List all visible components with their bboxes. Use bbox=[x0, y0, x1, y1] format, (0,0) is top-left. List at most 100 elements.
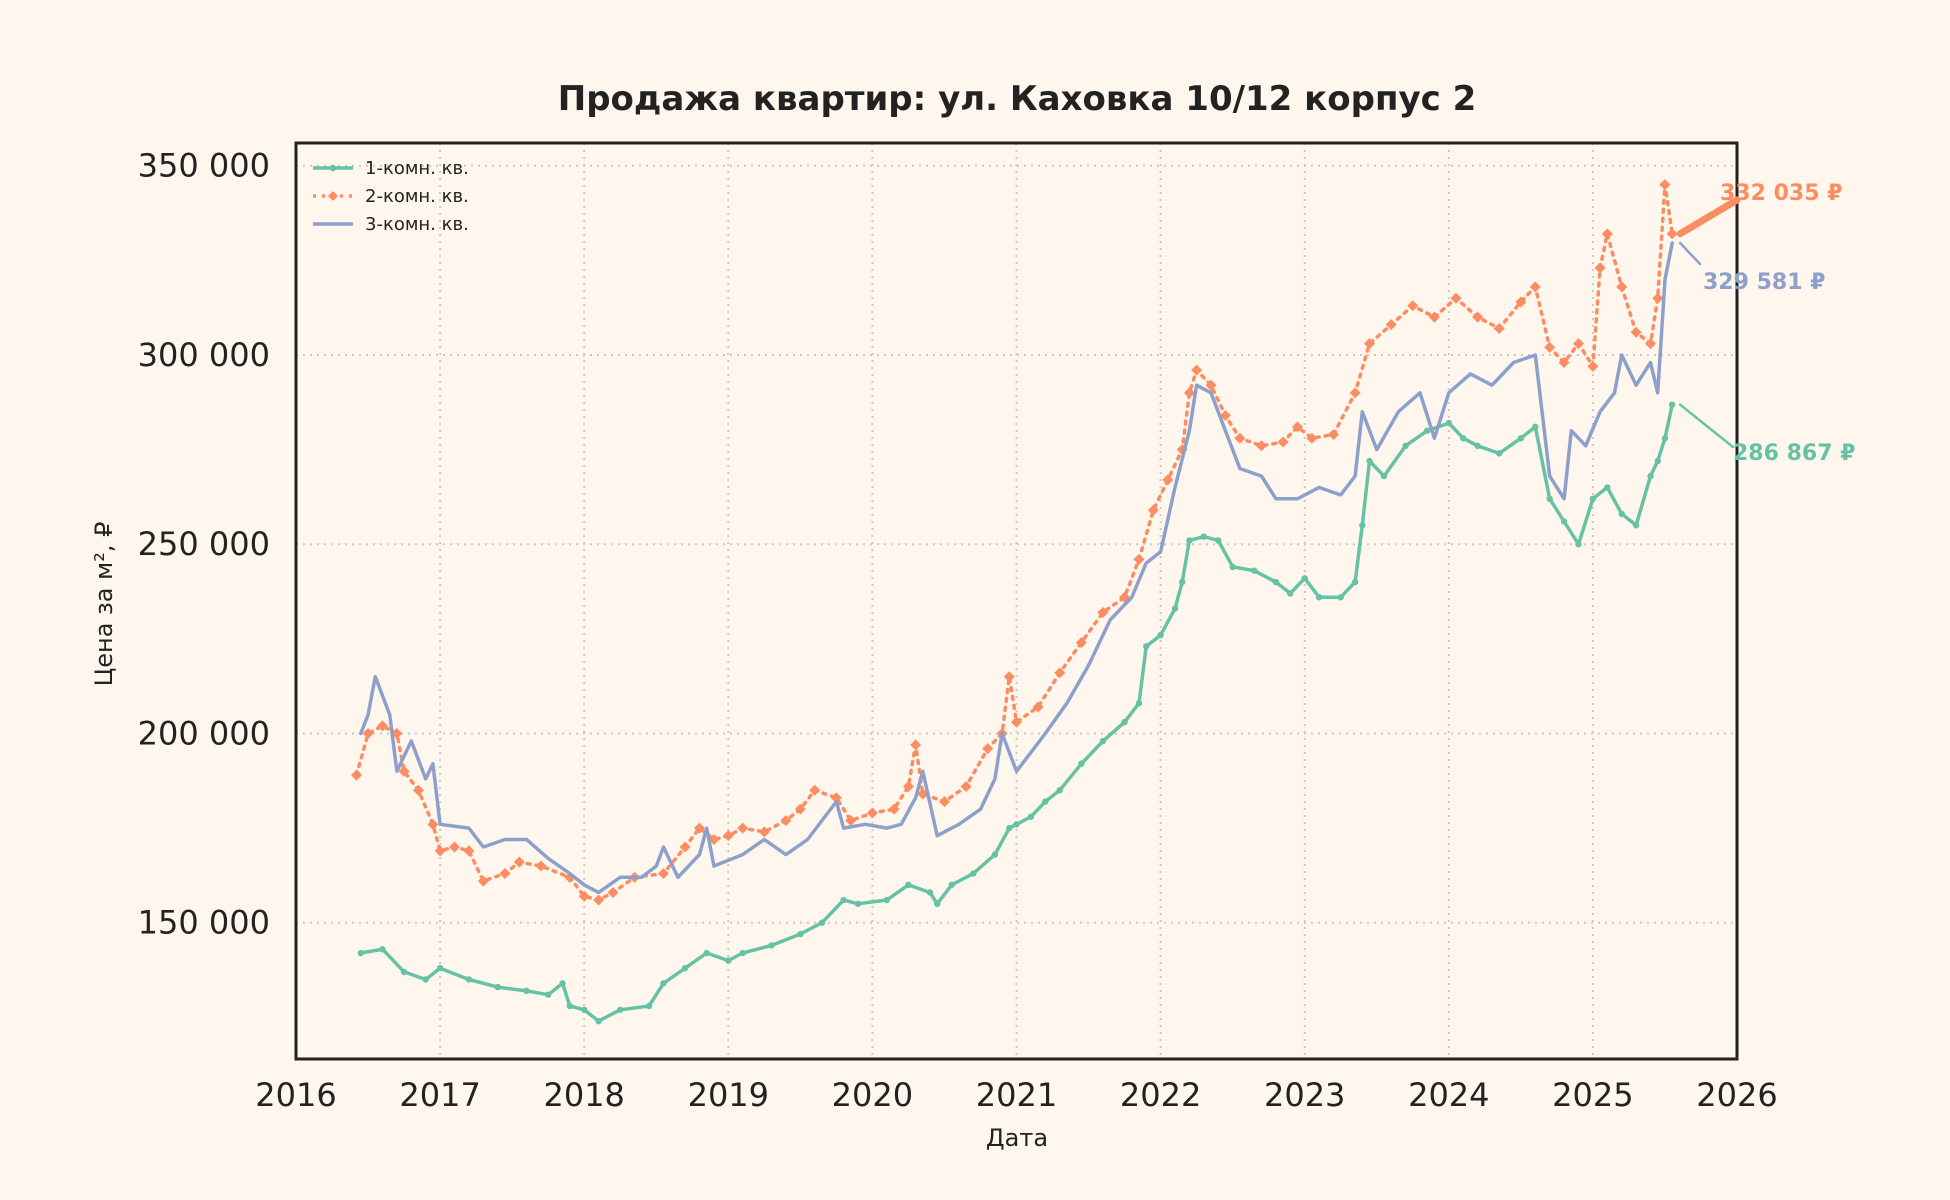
data-point bbox=[578, 890, 590, 902]
data-point bbox=[1219, 410, 1231, 422]
data-point bbox=[617, 1006, 624, 1013]
x-tick-label: 2022 bbox=[1120, 1076, 1201, 1114]
series-2 bbox=[351, 179, 1678, 906]
data-point bbox=[758, 826, 770, 838]
legend-marker bbox=[328, 191, 338, 201]
data-point bbox=[1328, 428, 1340, 440]
data-point bbox=[809, 784, 821, 796]
data-point bbox=[465, 976, 473, 983]
data-point bbox=[1135, 699, 1143, 707]
x-tick-label: 2019 bbox=[688, 1076, 769, 1114]
data-point bbox=[1544, 341, 1556, 353]
data-point bbox=[1654, 457, 1661, 465]
data-point bbox=[1032, 701, 1044, 713]
data-point bbox=[679, 841, 691, 853]
series-3 bbox=[359, 241, 1674, 895]
data-point bbox=[1054, 667, 1066, 679]
data-point bbox=[818, 919, 826, 926]
legend-label: 1-комн. кв. bbox=[365, 158, 469, 179]
data-point bbox=[1056, 787, 1063, 794]
y-tick-label: 150 000 bbox=[138, 904, 270, 942]
data-point bbox=[902, 780, 914, 792]
data-point bbox=[1594, 262, 1606, 274]
data-point bbox=[1618, 510, 1625, 518]
y-tick-label: 350 000 bbox=[138, 147, 270, 185]
data-point bbox=[357, 949, 365, 957]
data-point bbox=[422, 976, 429, 983]
data-point bbox=[1575, 541, 1582, 548]
data-point bbox=[681, 964, 689, 972]
data-point bbox=[722, 830, 734, 842]
end-labels: 286 867 ₽ 332 035 ₽ 329 581 ₽ bbox=[1676, 181, 1855, 466]
data-point bbox=[970, 870, 977, 877]
end-label-leader bbox=[1678, 403, 1735, 449]
data-point bbox=[1200, 533, 1208, 540]
x-tick-label: 2020 bbox=[832, 1076, 913, 1114]
data-point bbox=[657, 868, 669, 880]
data-point bbox=[1364, 338, 1376, 350]
data-point bbox=[1042, 798, 1049, 805]
data-point bbox=[1558, 357, 1570, 369]
data-point bbox=[1560, 518, 1568, 525]
data-point bbox=[1587, 360, 1599, 372]
x-axis-label: Дата bbox=[986, 1124, 1048, 1152]
data-point bbox=[1428, 311, 1440, 323]
data-point bbox=[595, 1017, 602, 1025]
data-point bbox=[1306, 432, 1318, 444]
data-point bbox=[1162, 474, 1174, 486]
data-point bbox=[1385, 319, 1397, 331]
data-point bbox=[362, 727, 374, 739]
data-point bbox=[1078, 760, 1085, 767]
y-tick-label: 300 000 bbox=[138, 336, 270, 374]
data-point bbox=[1291, 421, 1303, 433]
data-point bbox=[436, 964, 444, 972]
data-point bbox=[1517, 435, 1525, 442]
data-point bbox=[1493, 322, 1505, 334]
y-axis-label: Цена за м², ₽ bbox=[90, 522, 118, 687]
data-point bbox=[725, 957, 732, 964]
data-point bbox=[645, 1002, 653, 1010]
data-point bbox=[1006, 824, 1013, 832]
data-point bbox=[938, 796, 950, 808]
data-point bbox=[1472, 311, 1484, 323]
data-point bbox=[905, 881, 912, 889]
data-point bbox=[1075, 637, 1087, 649]
data-point bbox=[1668, 401, 1676, 408]
data-point bbox=[960, 780, 972, 792]
data-point bbox=[1407, 300, 1419, 312]
x-tick-label: 2016 bbox=[255, 1076, 336, 1114]
data-point bbox=[1532, 423, 1539, 431]
data-point bbox=[1661, 435, 1669, 442]
data-point bbox=[581, 1006, 588, 1013]
data-point bbox=[1234, 432, 1246, 444]
data-point bbox=[866, 807, 878, 819]
data-point bbox=[1337, 594, 1344, 601]
data-point bbox=[1546, 495, 1553, 503]
series-layer bbox=[351, 179, 1678, 1025]
data-point bbox=[797, 930, 804, 938]
end-label-leader bbox=[1678, 241, 1702, 266]
data-point bbox=[1255, 440, 1267, 452]
data-point bbox=[523, 987, 530, 995]
x-tick-label: 2024 bbox=[1408, 1076, 1489, 1114]
data-point bbox=[1604, 484, 1611, 491]
data-point bbox=[703, 949, 710, 957]
data-point bbox=[434, 845, 446, 857]
x-tick-label: 2023 bbox=[1264, 1076, 1345, 1114]
data-point bbox=[1601, 228, 1613, 240]
data-point bbox=[1589, 495, 1597, 503]
y-tick-label: 200 000 bbox=[138, 714, 270, 752]
data-point bbox=[1003, 671, 1015, 683]
data-point bbox=[400, 968, 408, 976]
data-point bbox=[449, 841, 461, 853]
data-point bbox=[593, 894, 605, 906]
data-point bbox=[1287, 590, 1294, 597]
data-point bbox=[768, 942, 775, 949]
series-line bbox=[354, 182, 1674, 902]
data-point bbox=[1251, 567, 1258, 574]
data-point bbox=[1632, 522, 1640, 529]
data-point bbox=[780, 815, 792, 827]
data-point bbox=[1515, 296, 1527, 308]
data-point bbox=[499, 868, 511, 880]
data-point bbox=[888, 803, 900, 815]
